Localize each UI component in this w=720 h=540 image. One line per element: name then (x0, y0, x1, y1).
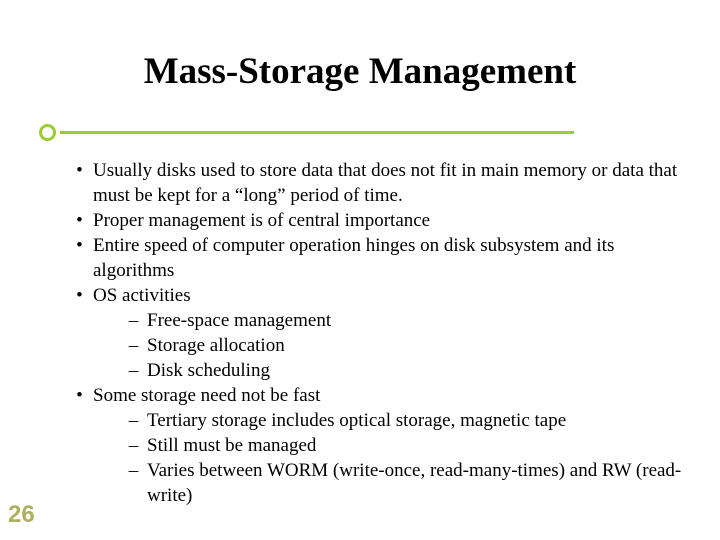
list-item: •Usually disks used to store data that d… (66, 158, 684, 208)
sub-bullet-icon: – (120, 333, 147, 358)
sub-list-item-text: Still must be managed (147, 433, 684, 458)
sub-bullet-icon: – (120, 358, 147, 383)
sub-list-item: –Still must be managed (66, 433, 684, 458)
list-item-text: OS activities (93, 283, 684, 308)
sub-list-item: –Tertiary storage includes optical stora… (66, 408, 684, 433)
list-item: •Proper management is of central importa… (66, 208, 684, 233)
list-item-text: Proper management is of central importan… (93, 208, 684, 233)
list-item: •Some storage need not be fast (66, 383, 684, 408)
page-number: 26 (8, 501, 35, 529)
underline-line (60, 131, 574, 134)
sub-bullet-icon: – (120, 408, 147, 433)
slide-title: Mass-Storage Management (0, 50, 720, 93)
sub-bullet-icon: – (120, 458, 147, 483)
sub-list-item-text: Varies between WORM (write-once, read-ma… (147, 458, 684, 508)
title-underline (39, 124, 574, 141)
sub-list-item: –Disk scheduling (66, 358, 684, 383)
list-item-text: Entire speed of computer operation hinge… (93, 233, 684, 283)
content-area: •Usually disks used to store data that d… (66, 158, 684, 508)
sub-bullet-icon: – (120, 433, 147, 458)
sub-list-item-text: Storage allocation (147, 333, 684, 358)
bullet-icon: • (66, 283, 93, 308)
bullet-icon: • (66, 208, 93, 233)
bullet-icon: • (66, 158, 93, 183)
sub-list-item: –Storage allocation (66, 333, 684, 358)
sub-bullet-icon: – (120, 308, 147, 333)
sub-list-item-text: Disk scheduling (147, 358, 684, 383)
slide: Mass-Storage Management •Usually disks u… (0, 0, 720, 540)
list-item-text: Usually disks used to store data that do… (93, 158, 684, 208)
underline-circle-icon (39, 124, 56, 141)
sub-list-item: –Free-space management (66, 308, 684, 333)
list-item-text: Some storage need not be fast (93, 383, 684, 408)
bullet-icon: • (66, 383, 93, 408)
sub-list-item-text: Tertiary storage includes optical storag… (147, 408, 684, 433)
sub-list-item: –Varies between WORM (write-once, read-m… (66, 458, 684, 508)
sub-list-item-text: Free-space management (147, 308, 684, 333)
list-item: •OS activities (66, 283, 684, 308)
list-item: •Entire speed of computer operation hing… (66, 233, 684, 283)
bullet-icon: • (66, 233, 93, 258)
